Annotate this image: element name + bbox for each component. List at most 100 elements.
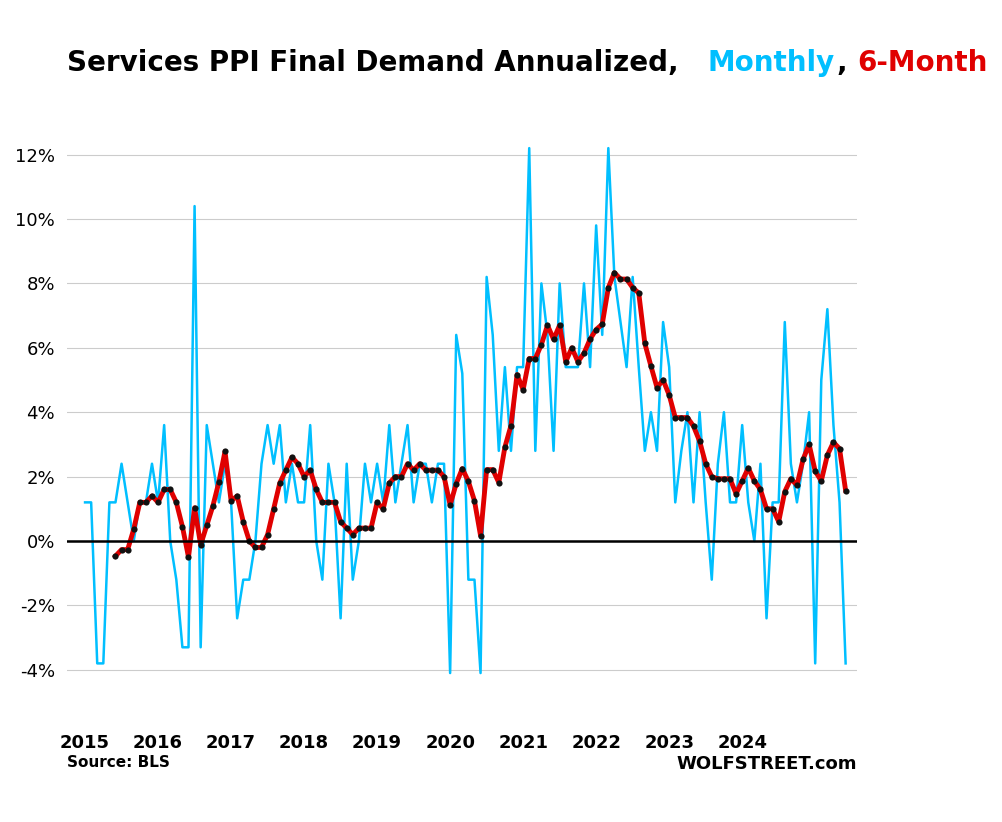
Point <box>642 359 658 372</box>
Text: Monthly: Monthly <box>707 48 835 77</box>
Point <box>551 319 567 332</box>
Point <box>375 502 391 515</box>
Point <box>527 352 543 365</box>
Point <box>442 498 458 511</box>
Point <box>630 287 646 300</box>
Point <box>418 464 434 477</box>
Point <box>228 489 244 502</box>
Point <box>131 496 147 509</box>
Point <box>515 383 531 396</box>
Point <box>648 381 664 394</box>
Text: Source: BLS: Source: BLS <box>67 755 169 770</box>
Point <box>600 281 616 294</box>
Point <box>198 519 214 532</box>
Point <box>381 477 397 490</box>
Point <box>405 464 421 477</box>
Point <box>107 549 123 562</box>
Point <box>502 419 518 432</box>
Point <box>320 496 336 509</box>
Point <box>636 337 652 350</box>
Point <box>460 475 476 488</box>
Point <box>813 474 829 487</box>
Point <box>290 457 306 470</box>
Point <box>448 477 464 490</box>
Point <box>758 502 774 515</box>
Text: Services PPI Final Demand Annualized,: Services PPI Final Demand Annualized, <box>67 48 697 77</box>
Point <box>363 522 379 535</box>
Point <box>125 523 141 536</box>
Point <box>563 341 579 354</box>
Point <box>162 483 178 496</box>
Point <box>539 319 555 332</box>
Point <box>745 474 762 487</box>
Point <box>247 541 264 554</box>
Point <box>496 441 512 454</box>
Point <box>764 502 780 515</box>
Point <box>545 333 561 346</box>
Point <box>296 470 312 483</box>
Point <box>727 487 743 501</box>
Point <box>278 464 294 477</box>
Point <box>581 333 597 346</box>
Point <box>618 273 634 286</box>
Point <box>490 476 506 489</box>
Point <box>739 461 756 474</box>
Point <box>266 502 282 515</box>
Point <box>654 373 670 386</box>
Point <box>733 474 749 487</box>
Point <box>345 528 361 541</box>
Point <box>575 347 591 360</box>
Point <box>684 419 700 432</box>
Point <box>168 496 184 509</box>
Point <box>454 462 470 475</box>
Point <box>533 338 549 351</box>
Point <box>807 464 823 478</box>
Point <box>241 534 258 547</box>
Point <box>795 453 811 466</box>
Point <box>314 496 330 509</box>
Point <box>430 464 446 477</box>
Text: WOLFSTREET.com: WOLFSTREET.com <box>675 755 856 773</box>
Point <box>624 281 640 294</box>
Point <box>369 496 385 509</box>
Point <box>660 389 676 402</box>
Point <box>587 323 603 336</box>
Point <box>825 436 841 449</box>
Point <box>593 317 609 330</box>
Point <box>308 483 324 496</box>
Point <box>612 273 628 286</box>
Point <box>351 522 367 535</box>
Point <box>557 355 573 368</box>
Text: ,: , <box>837 48 857 77</box>
Point <box>752 483 768 496</box>
Point <box>837 484 853 497</box>
Point <box>260 528 276 541</box>
Point <box>272 477 288 490</box>
Point <box>144 489 160 502</box>
Point <box>393 470 409 483</box>
Point <box>204 500 220 513</box>
Point <box>339 522 355 535</box>
Point <box>466 494 482 507</box>
Point <box>782 472 798 485</box>
Point <box>478 463 494 476</box>
Point <box>721 472 737 485</box>
Point <box>235 515 252 529</box>
Point <box>831 442 847 455</box>
Point <box>521 352 537 365</box>
Point <box>302 464 318 477</box>
Point <box>137 496 153 509</box>
Point <box>174 520 190 533</box>
Point <box>186 501 202 515</box>
Text: 6-Month: 6-Month <box>857 48 987 77</box>
Point <box>150 496 166 509</box>
Point <box>254 541 270 554</box>
Point <box>411 457 427 470</box>
Point <box>691 435 707 448</box>
Point <box>789 478 805 492</box>
Point <box>509 368 525 381</box>
Point <box>210 475 226 488</box>
Point <box>776 485 792 498</box>
Point <box>387 470 403 483</box>
Point <box>327 496 343 509</box>
